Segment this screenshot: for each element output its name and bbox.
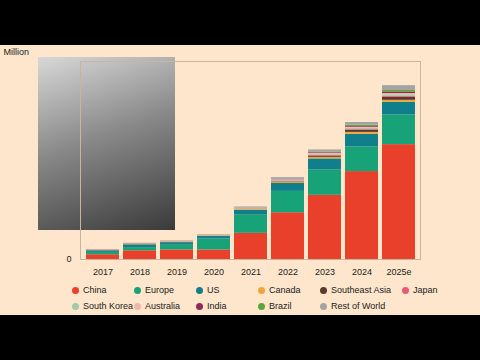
svg-text:2017: 2017 xyxy=(93,267,113,277)
html-text:Brazil: Brazil xyxy=(269,301,292,311)
svg-text:0: 0 xyxy=(66,254,71,264)
svg-text:2025e: 2025e xyxy=(386,267,411,277)
html-text:Europe: Europe xyxy=(145,285,174,295)
html-text:Rest of World: Rest of World xyxy=(331,301,386,311)
html-text:Southeast Asia: Southeast Asia xyxy=(331,285,391,295)
html-text:US: US xyxy=(207,285,220,295)
html-text:Australia: Australia xyxy=(145,301,180,311)
svg-text:2019: 2019 xyxy=(167,267,187,277)
svg-text:2023: 2023 xyxy=(315,267,335,277)
html-text:Japan: Japan xyxy=(413,285,438,295)
svg-text:Million: Million xyxy=(4,47,30,57)
html-text:Canada: Canada xyxy=(269,285,301,295)
svg-text:2022: 2022 xyxy=(278,267,298,277)
html-text:China: China xyxy=(83,285,107,295)
html-text:South Korea: South Korea xyxy=(83,301,133,311)
svg-text:2024: 2024 xyxy=(352,267,372,277)
svg-text:2020: 2020 xyxy=(204,267,224,277)
html-text:India: India xyxy=(207,301,227,311)
svg-text:2018: 2018 xyxy=(130,267,150,277)
svg-text:2021: 2021 xyxy=(241,267,261,277)
